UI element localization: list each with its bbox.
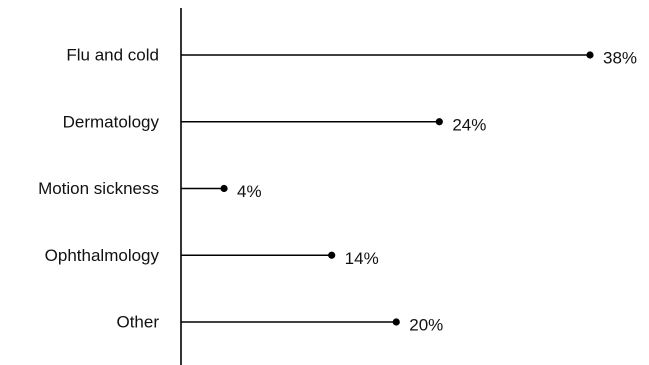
category-label: Flu and cold bbox=[66, 46, 159, 65]
lollipop-dot bbox=[435, 118, 443, 126]
lollipop-dot bbox=[392, 318, 400, 326]
lollipop-dot bbox=[586, 51, 594, 59]
chart-marks: Flu and cold 38% Dermatology 24% Motion sick… bbox=[38, 46, 637, 335]
lollipop-dot bbox=[220, 184, 228, 193]
category-label: Motion sickness bbox=[38, 179, 159, 198]
value-label: 4% bbox=[237, 182, 262, 201]
value-label: 20% bbox=[409, 316, 443, 335]
value-label: 14% bbox=[345, 249, 379, 268]
category-label: Dermatology bbox=[63, 112, 160, 131]
category-label: Ophthalmology bbox=[45, 246, 160, 265]
lollipop-dot bbox=[328, 251, 336, 259]
value-label: 38% bbox=[603, 49, 637, 68]
value-label: 24% bbox=[452, 115, 486, 134]
category-label: Other bbox=[116, 313, 159, 332]
